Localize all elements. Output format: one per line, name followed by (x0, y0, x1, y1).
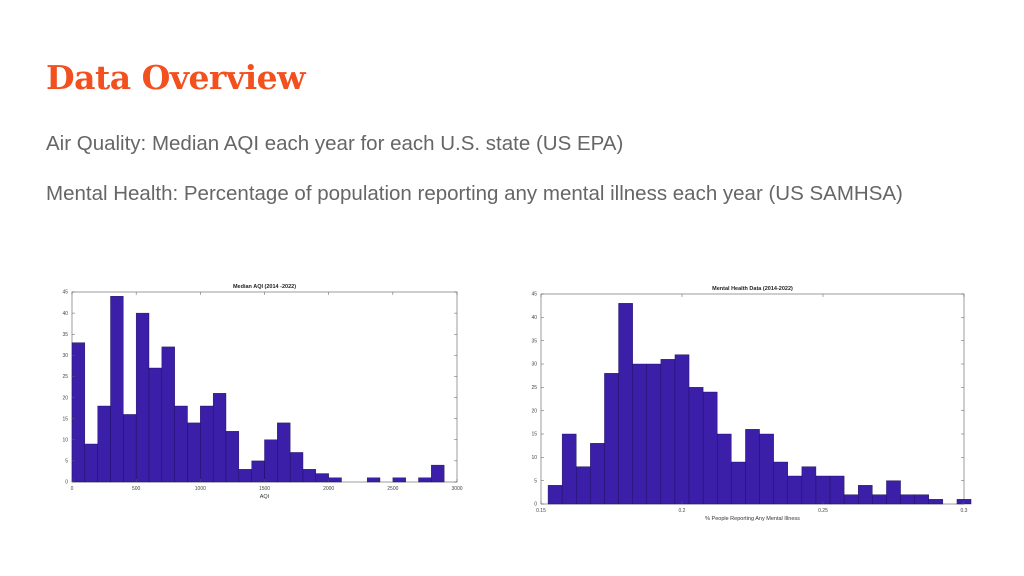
x-axis-label: AQI (260, 494, 270, 500)
histogram-bar (759, 433, 774, 505)
histogram-bar (315, 473, 329, 483)
histogram-bar (604, 373, 619, 505)
histogram-bar (264, 439, 278, 483)
y-tick-label: 15 (531, 432, 537, 438)
aqi-histogram: Median AQI (2014 -2022) 0 5 10 15 20 25 30 35 40 4… (62, 284, 462, 500)
histogram-bar (200, 405, 214, 483)
histogram-bar (731, 461, 746, 505)
histogram-bar (302, 469, 317, 483)
mental-health-description: Mental Health: Percentage of population … (46, 182, 903, 205)
y-tick-label: 30 (62, 353, 68, 359)
histogram-bar (392, 477, 406, 483)
histogram-bar (225, 431, 240, 483)
x-tick-label: 3000 (451, 486, 462, 492)
histogram-bar (632, 363, 647, 505)
histogram-bar (660, 359, 676, 505)
y-tick-label: 35 (62, 332, 68, 338)
x-tick-label: 2500 (387, 486, 398, 492)
y-tick-label: 10 (531, 455, 537, 461)
histogram-bar (418, 477, 432, 483)
histogram-bar (328, 477, 342, 483)
histogram-bar (928, 499, 944, 505)
histogram-bar (590, 443, 605, 505)
histogram-bar (858, 485, 873, 505)
histogram-bar (646, 363, 662, 505)
histogram-bar (674, 354, 690, 505)
histogram-bar (212, 393, 227, 483)
x-tick-label: 2000 (323, 486, 334, 492)
x-tick-label: 0.3 (961, 508, 968, 514)
y-tick-label: 30 (531, 362, 537, 368)
histogram-bar (576, 466, 591, 505)
y-tick-label: 20 (62, 395, 68, 401)
x-tick-label: 1000 (195, 486, 206, 492)
histogram-bar (547, 485, 563, 505)
y-tick-label: 25 (531, 385, 537, 391)
histogram-bar (688, 387, 704, 505)
histogram-bar (815, 475, 831, 505)
histogram-bar (829, 475, 845, 505)
histogram-bar (135, 312, 150, 483)
histogram-bar (110, 296, 124, 483)
x-tick-label: 1500 (259, 486, 270, 492)
air-quality-description: Air Quality: Median AQI each year for ea… (46, 132, 624, 155)
mental-health-histogram: Mental Health Data (2014-2022) 0 5 10 15 20 25… (531, 286, 972, 522)
histogram-bar (717, 433, 732, 505)
y-tick-label: 40 (62, 311, 68, 317)
y-tick-label: 45 (531, 292, 537, 298)
histogram-bar (787, 475, 803, 505)
histogram-bar (148, 367, 163, 483)
x-tick-label: 0.2 (679, 508, 686, 514)
histogram-bar (872, 494, 887, 505)
histogram-bar (618, 303, 633, 505)
histogram-bar (561, 433, 577, 505)
histogram-bar (366, 477, 381, 483)
histogram-bar (71, 342, 86, 483)
histogram-bar (702, 391, 718, 505)
histogram-bar (238, 469, 252, 483)
y-tick-label: 0 (65, 480, 68, 486)
histogram-bar (251, 460, 265, 483)
x-tick-label: 500 (132, 486, 141, 492)
y-tick-label: 45 (62, 290, 68, 296)
x-axis-label: % People Reporting Any Mental Illness (705, 516, 800, 522)
histogram-bar (289, 452, 304, 483)
histogram-bar (174, 405, 188, 483)
histogram-bar (277, 422, 291, 483)
histogram-bar (745, 429, 760, 505)
histogram-bar (773, 461, 788, 505)
histogram-bar (431, 464, 445, 483)
histogram-bar (843, 494, 859, 505)
histogram-bar (123, 414, 137, 483)
chart-title: Mental Health Data (2014-2022) (712, 286, 793, 292)
histogram-bar (84, 443, 98, 483)
y-tick-label: 0 (534, 502, 537, 508)
y-tick-label: 25 (62, 374, 68, 380)
y-tick-label: 15 (62, 416, 68, 422)
histogram-bar (914, 494, 929, 505)
y-tick-label: 5 (65, 459, 68, 465)
y-tick-label: 20 (531, 408, 537, 414)
histogram-bar (886, 480, 901, 505)
slide-title: Data Overview (46, 58, 306, 97)
chart-title: Median AQI (2014 -2022) (233, 284, 296, 290)
histogram-bar (97, 405, 111, 483)
x-tick-label: 0.15 (536, 508, 546, 514)
x-tick-label: 0 (71, 486, 74, 492)
histogram-bar (801, 466, 817, 505)
y-tick-label: 40 (531, 315, 537, 321)
y-tick-label: 10 (62, 437, 68, 443)
histogram-bar (900, 494, 915, 505)
y-tick-label: 35 (531, 338, 537, 344)
histogram-bar (187, 422, 201, 483)
x-tick-label: 0.25 (818, 508, 828, 514)
y-tick-label: 5 (534, 478, 537, 484)
histogram-bar (161, 346, 175, 483)
